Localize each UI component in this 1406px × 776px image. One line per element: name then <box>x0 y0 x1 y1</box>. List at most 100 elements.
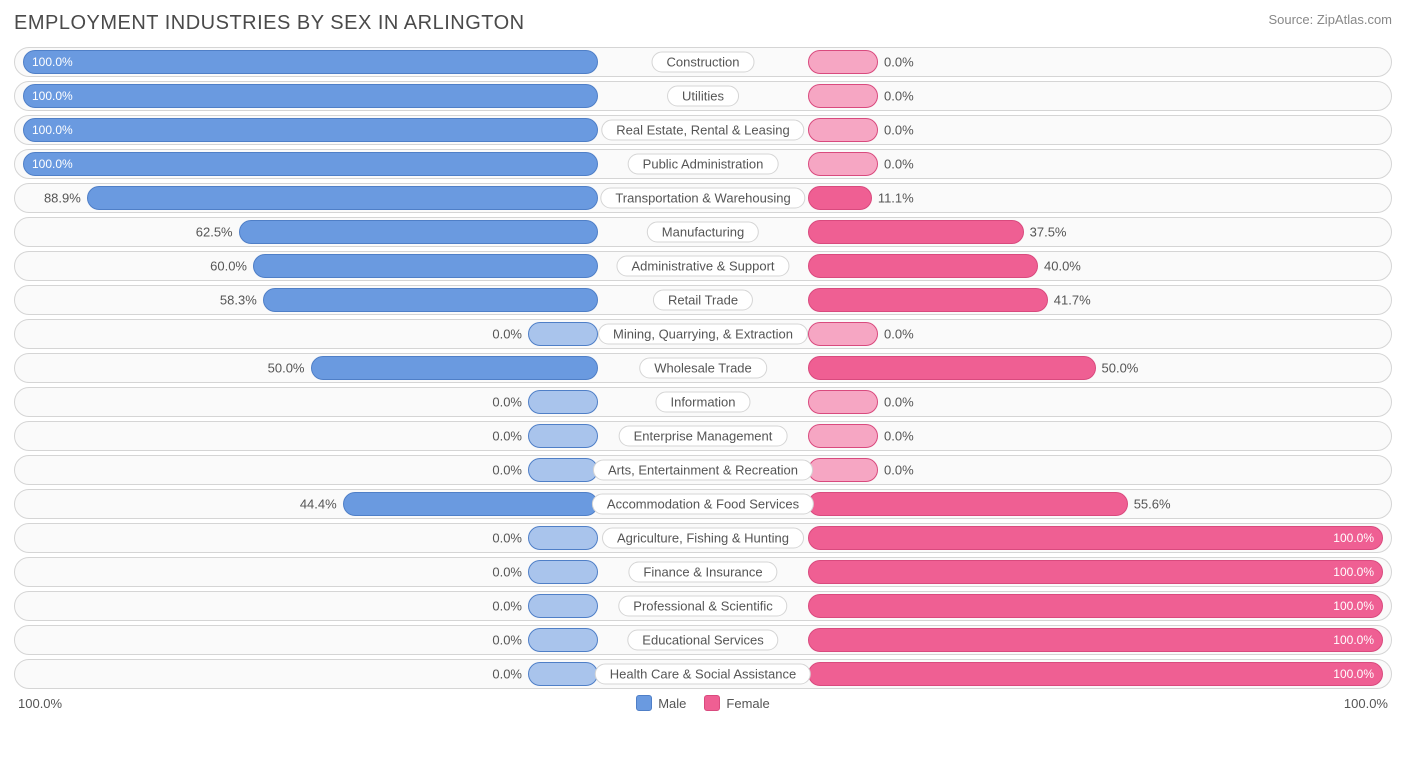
male-swatch-icon <box>636 695 652 711</box>
category-label: Administrative & Support <box>616 256 789 277</box>
male-value-label: 0.0% <box>492 395 522 410</box>
female-bar: 100.0% <box>808 526 1383 550</box>
chart-row: 0.0% 100.0% Agriculture, Fishing & Hunting <box>14 523 1392 553</box>
female-value-label: 0.0% <box>884 89 914 104</box>
male-value-label: 100.0% <box>32 55 73 69</box>
male-bar <box>263 288 598 312</box>
chart-row: 60.0%40.0%Administrative & Support <box>14 251 1392 281</box>
female-value-label: 0.0% <box>884 123 914 138</box>
female-value-label: 100.0% <box>1333 599 1374 613</box>
female-bar: 100.0% <box>808 560 1383 584</box>
female-swatch-icon <box>704 695 720 711</box>
female-bar <box>808 50 878 74</box>
female-value-label: 0.0% <box>884 395 914 410</box>
category-label: Educational Services <box>627 630 778 651</box>
category-label: Agriculture, Fishing & Hunting <box>602 528 804 549</box>
female-value-label: 100.0% <box>1333 565 1374 579</box>
male-bar: 100.0% <box>23 84 598 108</box>
female-bar <box>808 152 878 176</box>
category-label: Manufacturing <box>647 222 759 243</box>
category-label: Utilities <box>667 86 739 107</box>
male-bar <box>87 186 598 210</box>
chart-row: 0.0%100.0%Health Care & Social Assistanc… <box>14 659 1392 689</box>
category-label: Accommodation & Food Services <box>592 494 814 515</box>
female-value-label: 100.0% <box>1333 531 1374 545</box>
chart-row: 0.0% 100.0% Educational Services <box>14 625 1392 655</box>
female-value-label: 0.0% <box>884 327 914 342</box>
chart-row: 62.5%37.5%Manufacturing <box>14 217 1392 247</box>
female-bar <box>808 390 878 414</box>
source-label: Source: ZipAtlas.com <box>1268 12 1392 27</box>
male-bar: 100.0% <box>23 50 598 74</box>
female-value-label: 0.0% <box>884 429 914 444</box>
female-bar <box>808 220 1024 244</box>
category-label: Information <box>655 392 750 413</box>
chart-row: 100.0%0.0%Construction <box>14 47 1392 77</box>
female-value-label: 41.7% <box>1054 293 1091 308</box>
category-label: Enterprise Management <box>619 426 788 447</box>
category-label: Arts, Entertainment & Recreation <box>593 460 813 481</box>
female-value-label: 0.0% <box>884 463 914 478</box>
female-bar <box>808 322 878 346</box>
male-value-label: 0.0% <box>492 667 522 682</box>
category-label: Transportation & Warehousing <box>600 188 805 209</box>
category-label: Finance & Insurance <box>628 562 777 583</box>
female-value-label: 0.0% <box>884 157 914 172</box>
female-bar: 100.0% <box>808 662 1383 686</box>
female-bar: 100.0% <box>808 628 1383 652</box>
male-value-label: 88.9% <box>44 191 81 206</box>
chart-title: EMPLOYMENT INDUSTRIES BY SEX IN ARLINGTO… <box>14 12 525 35</box>
legend-female-label: Female <box>726 696 769 711</box>
chart-row: 0.0% 0.0% Information <box>14 387 1392 417</box>
chart-row: 0.0% 100.0% Finance & Insurance <box>14 557 1392 587</box>
female-bar <box>808 492 1128 516</box>
female-value-label: 37.5% <box>1030 225 1067 240</box>
male-bar <box>528 322 598 346</box>
male-value-label: 44.4% <box>300 497 337 512</box>
male-bar <box>528 424 598 448</box>
female-value-label: 55.6% <box>1134 497 1171 512</box>
male-value-label: 100.0% <box>32 89 73 103</box>
female-bar <box>808 254 1038 278</box>
category-label: Public Administration <box>628 154 779 175</box>
female-value-label: 11.1% <box>878 191 914 206</box>
female-bar <box>808 356 1096 380</box>
male-bar <box>528 628 598 652</box>
category-label: Mining, Quarrying, & Extraction <box>598 324 808 345</box>
chart-row: 58.3%41.7%Retail Trade <box>14 285 1392 315</box>
chart-row: 44.4% 55.6% Accommodation & Food Services <box>14 489 1392 519</box>
male-bar: 100.0% <box>23 118 598 142</box>
category-label: Professional & Scientific <box>618 596 787 617</box>
male-value-label: 100.0% <box>32 123 73 137</box>
male-bar <box>528 390 598 414</box>
male-value-label: 0.0% <box>492 565 522 580</box>
male-bar <box>528 526 598 550</box>
male-bar <box>239 220 598 244</box>
female-bar <box>808 186 872 210</box>
male-bar <box>528 594 598 618</box>
female-value-label: 0.0% <box>884 55 914 70</box>
legend: Male Female <box>636 695 770 711</box>
chart-row: 100.0% 0.0% Utilities <box>14 81 1392 111</box>
male-value-label: 0.0% <box>492 633 522 648</box>
male-value-label: 0.0% <box>492 463 522 478</box>
male-bar <box>528 560 598 584</box>
female-bar: 100.0% <box>808 594 1383 618</box>
chart-row: 0.0%100.0%Professional & Scientific <box>14 591 1392 621</box>
male-value-label: 100.0% <box>32 157 73 171</box>
chart-row: 0.0% 0.0% Arts, Entertainment & Recreation <box>14 455 1392 485</box>
female-value-label: 100.0% <box>1333 667 1374 681</box>
female-bar <box>808 288 1048 312</box>
male-bar: 100.0% <box>23 152 598 176</box>
chart-row: 100.0% 0.0% Public Administration <box>14 149 1392 179</box>
male-value-label: 0.0% <box>492 327 522 342</box>
legend-male-label: Male <box>658 696 686 711</box>
male-value-label: 50.0% <box>268 361 305 376</box>
category-label: Wholesale Trade <box>639 358 767 379</box>
female-value-label: 50.0% <box>1102 361 1139 376</box>
axis-right-label: 100.0% <box>1344 696 1388 711</box>
male-value-label: 0.0% <box>492 429 522 444</box>
male-bar <box>311 356 599 380</box>
male-value-label: 0.0% <box>492 531 522 546</box>
female-value-label: 40.0% <box>1044 259 1081 274</box>
